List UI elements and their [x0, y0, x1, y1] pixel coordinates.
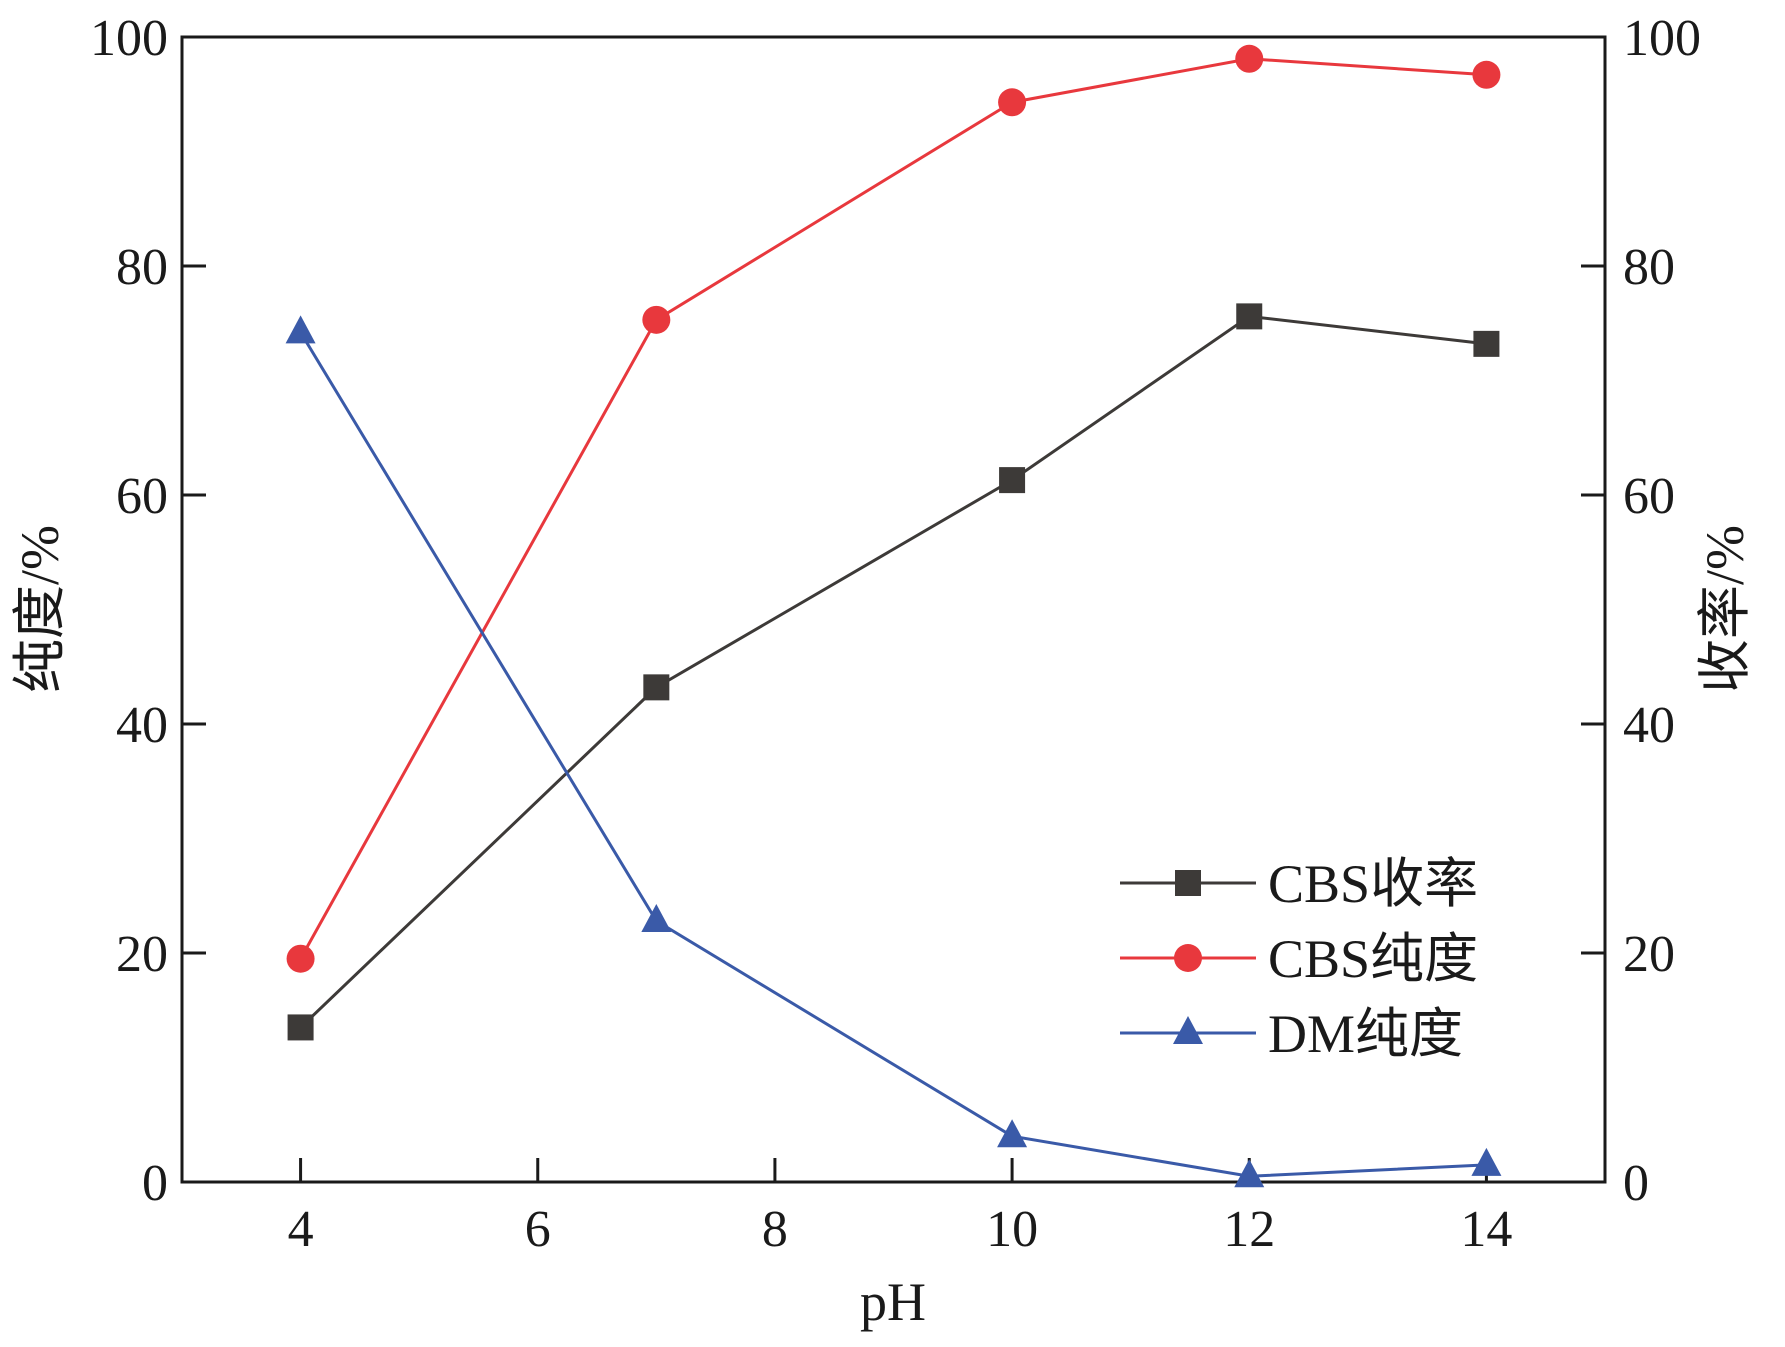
dm-purity-point: [997, 1119, 1028, 1148]
legend: CBS收率 CBS纯度 DM纯度: [1120, 854, 1478, 1064]
legend-label: DM纯度: [1268, 1004, 1463, 1064]
y-axis-title-right: 收率/%: [1695, 525, 1755, 693]
y-left-tick-label: 0: [142, 1155, 168, 1212]
x-tick-label: 8: [762, 1201, 788, 1258]
series-cbs-yield: [287, 303, 1500, 1041]
cbs-purity-line: [299, 57, 1487, 960]
cbs-yield-point: [1236, 303, 1263, 330]
x-tick-label: 12: [1223, 1201, 1275, 1258]
cbs-purity-point: [642, 305, 671, 334]
y-right-tick-label: 60: [1623, 468, 1675, 525]
cbs-yield-line: [299, 314, 1487, 1029]
cbs-purity-point: [286, 944, 315, 973]
y-axis-title-left: 纯度/%: [10, 525, 70, 693]
legend-label: CBS收率: [1268, 854, 1478, 914]
series-layer: [285, 44, 1502, 1188]
y-left-tick-label: 20: [116, 926, 168, 983]
y-left-tick-label: 60: [116, 468, 168, 525]
legend-marker: [1174, 944, 1202, 972]
y-right-tick-label: 100: [1623, 10, 1701, 67]
legend-item-cbs-yield: CBS收率: [1120, 854, 1478, 914]
series-dm-purity: [285, 315, 1502, 1188]
cbs-yield-point: [643, 674, 670, 701]
x-tick-label: 14: [1460, 1201, 1512, 1258]
y-left-tick-label: 80: [116, 239, 168, 296]
dm-purity-point: [285, 315, 316, 344]
legend-label: CBS纯度: [1268, 929, 1478, 989]
cbs-yield-point: [1473, 330, 1500, 357]
cbs-yield-point: [287, 1014, 314, 1041]
y-right-tick-label: 40: [1623, 697, 1675, 754]
plot-frame: [180, 35, 1607, 1184]
cbs-purity-point: [1235, 44, 1264, 73]
cbs-yield-point: [999, 467, 1026, 494]
legend-marker: [1173, 1016, 1203, 1044]
legend-marker: [1175, 870, 1201, 896]
y-left-tick-label: 40: [116, 697, 168, 754]
x-tick-label: 10: [986, 1201, 1038, 1258]
series-cbs-purity: [286, 44, 1501, 973]
ticks-layer: 4 6 8 10 12 14 0 20 40 60 80 100 0 20 40 60 80 100: [90, 10, 1701, 1258]
legend-item-cbs-purity: CBS纯度: [1120, 929, 1478, 989]
y-right-tick-label: 20: [1623, 926, 1675, 983]
x-tick-label: 4: [288, 1201, 314, 1258]
legend-item-dm-purity: DM纯度: [1120, 1004, 1463, 1064]
cbs-purity-point: [998, 88, 1027, 117]
x-axis-title: pH: [860, 1272, 926, 1332]
dm-purity-point: [1234, 1159, 1265, 1188]
y-right-tick-label: 80: [1623, 239, 1675, 296]
cbs-purity-point: [1472, 60, 1501, 89]
dm-purity-point: [1471, 1147, 1502, 1176]
y-left-tick-label: 100: [90, 10, 168, 67]
x-tick-label: 6: [525, 1201, 551, 1258]
dm-purity-point: [641, 903, 672, 932]
y-right-tick-label: 0: [1623, 1155, 1649, 1212]
